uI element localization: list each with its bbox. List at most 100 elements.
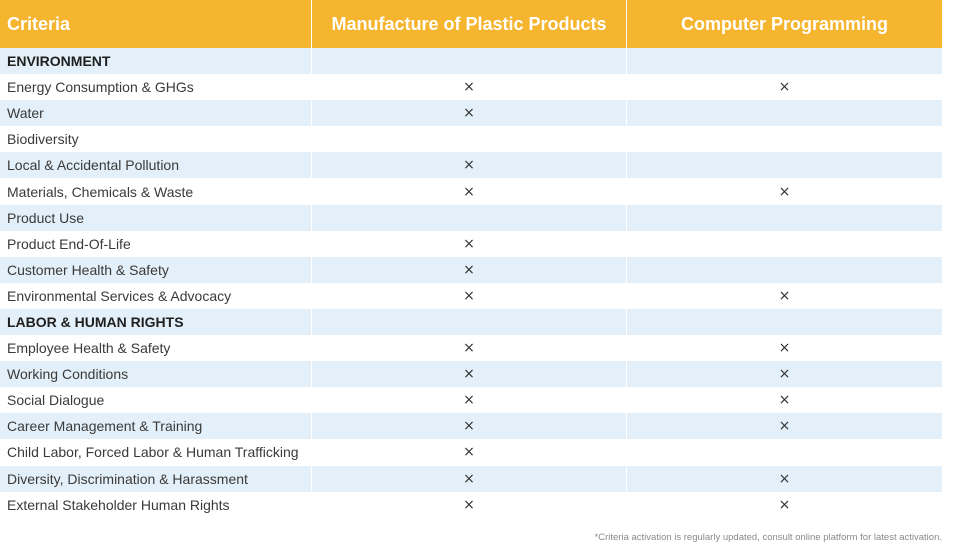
criteria-label: Social Dialogue xyxy=(7,392,105,409)
cross-mark-icon: × xyxy=(778,392,791,409)
cross-mark-icon: × xyxy=(463,105,475,122)
cross-mark-icon: × xyxy=(463,157,475,174)
criteria-label: External Stakeholder Human Rights xyxy=(7,496,230,513)
table-row: Biodiversity xyxy=(0,126,942,153)
criteria-label: Product End-Of-Life xyxy=(7,235,131,252)
plastic-products-cell: × xyxy=(311,178,626,205)
computer-programming-cell: × xyxy=(626,465,942,492)
criteria-table: Criteria Manufacture of Plastic Products… xyxy=(0,0,942,518)
cross-mark-icon: × xyxy=(463,340,475,357)
cross-mark-icon: × xyxy=(463,287,475,304)
section-label: LABOR & HUMAN RIGHTS xyxy=(7,313,184,330)
plastic-products-cell: × xyxy=(311,413,626,440)
computer-programming-cell: × xyxy=(626,491,942,518)
criteria-label: Career Management & Training xyxy=(7,418,203,435)
table-row: Employee Health & Safety × × xyxy=(0,335,942,362)
section-row: ENVIRONMENT xyxy=(0,48,942,75)
section-label: ENVIRONMENT xyxy=(7,53,111,70)
computer-programming-cell xyxy=(626,152,942,179)
plastic-products-cell: × xyxy=(311,256,626,283)
cross-mark-icon: × xyxy=(778,366,791,383)
cross-mark-icon: × xyxy=(778,340,791,357)
header-criteria: Criteria xyxy=(7,13,71,34)
table-row: Product Use xyxy=(0,204,942,231)
plastic-products-cell xyxy=(311,126,626,153)
table-row: Child Labor, Forced Labor & Human Traffi… xyxy=(0,439,942,466)
cross-mark-icon: × xyxy=(463,261,475,278)
computer-programming-cell xyxy=(626,230,942,257)
criteria-label: Product Use xyxy=(7,209,85,226)
plastic-products-cell: × xyxy=(311,439,626,466)
criteria-label: Diversity, Discrimination & Harassment xyxy=(7,470,248,487)
cross-mark-icon: × xyxy=(778,418,791,435)
section-row: LABOR & HUMAN RIGHTS xyxy=(0,308,942,336)
table-row: Local & Accidental Pollution × xyxy=(0,152,942,179)
computer-programming-cell: × xyxy=(626,335,942,362)
plastic-products-cell: × xyxy=(311,361,626,388)
plastic-products-cell: × xyxy=(311,491,626,518)
computer-programming-cell: × xyxy=(626,178,942,205)
computer-programming-cell: × xyxy=(626,282,942,309)
table-row: Materials, Chemicals & Waste × × xyxy=(0,178,942,205)
criteria-label: Environmental Services & Advocacy xyxy=(7,287,232,304)
computer-programming-cell xyxy=(626,308,942,336)
cross-mark-icon: × xyxy=(463,392,475,409)
table-row: Working Conditions × × xyxy=(0,361,942,388)
plastic-products-cell: × xyxy=(311,465,626,492)
computer-programming-cell xyxy=(626,439,942,466)
computer-programming-cell: × xyxy=(626,387,942,414)
criteria-label: Employee Health & Safety xyxy=(7,340,171,357)
table-row: Social Dialogue × × xyxy=(0,387,942,414)
criteria-label: Biodiversity xyxy=(7,131,79,148)
footnote: *Criteria activation is regularly update… xyxy=(594,532,942,543)
criteria-label: Customer Health & Safety xyxy=(7,261,169,278)
cross-mark-icon: × xyxy=(778,496,791,513)
computer-programming-cell xyxy=(626,100,942,127)
computer-programming-cell xyxy=(626,48,942,75)
table-row: Career Management & Training × × xyxy=(0,413,942,440)
criteria-label: Water xyxy=(7,105,44,122)
cross-mark-icon: × xyxy=(463,183,475,200)
plastic-products-cell xyxy=(311,204,626,231)
table-body: ENVIRONMENT Energy Consumption & GHGs × × Wa… xyxy=(0,48,942,518)
criteria-label: Energy Consumption & GHGs xyxy=(7,79,194,96)
computer-programming-cell xyxy=(626,204,942,231)
table-header: Criteria Manufacture of Plastic Products… xyxy=(0,0,942,48)
plastic-products-cell: × xyxy=(311,100,626,127)
cross-mark-icon: × xyxy=(463,235,475,252)
cross-mark-icon: × xyxy=(778,287,791,304)
header-manufacture-plastic: Manufacture of Plastic Products xyxy=(311,0,626,48)
table-row: External Stakeholder Human Rights × × xyxy=(0,491,942,518)
criteria-label: Local & Accidental Pollution xyxy=(7,157,179,174)
plastic-products-cell: × xyxy=(311,387,626,414)
table-row: Environmental Services & Advocacy × × xyxy=(0,282,942,309)
cross-mark-icon: × xyxy=(463,470,475,487)
cross-mark-icon: × xyxy=(463,496,475,513)
cross-mark-icon: × xyxy=(778,183,791,200)
computer-programming-cell xyxy=(626,256,942,283)
cross-mark-icon: × xyxy=(463,79,475,96)
computer-programming-cell: × xyxy=(626,413,942,440)
computer-programming-cell: × xyxy=(626,74,942,101)
criteria-label: Materials, Chemicals & Waste xyxy=(7,183,194,200)
computer-programming-cell xyxy=(626,126,942,153)
cross-mark-icon: × xyxy=(463,366,475,383)
table-row: Water × xyxy=(0,100,942,127)
table-row: Product End-Of-Life × xyxy=(0,230,942,257)
cross-mark-icon: × xyxy=(463,418,475,435)
plastic-products-cell: × xyxy=(311,230,626,257)
table-row: Energy Consumption & GHGs × × xyxy=(0,74,942,101)
criteria-label: Working Conditions xyxy=(7,366,129,383)
plastic-products-cell xyxy=(311,48,626,75)
criteria-label: Child Labor, Forced Labor & Human Traffi… xyxy=(7,444,299,461)
plastic-products-cell: × xyxy=(311,282,626,309)
header-computer-programming: Computer Programming xyxy=(626,0,942,48)
computer-programming-cell: × xyxy=(626,361,942,388)
cross-mark-icon: × xyxy=(778,470,791,487)
plastic-products-cell xyxy=(311,308,626,336)
cross-mark-icon: × xyxy=(463,444,475,461)
plastic-products-cell: × xyxy=(311,74,626,101)
table-row: Diversity, Discrimination & Harassment × × xyxy=(0,465,942,492)
plastic-products-cell: × xyxy=(311,335,626,362)
table-row: Customer Health & Safety × xyxy=(0,256,942,283)
